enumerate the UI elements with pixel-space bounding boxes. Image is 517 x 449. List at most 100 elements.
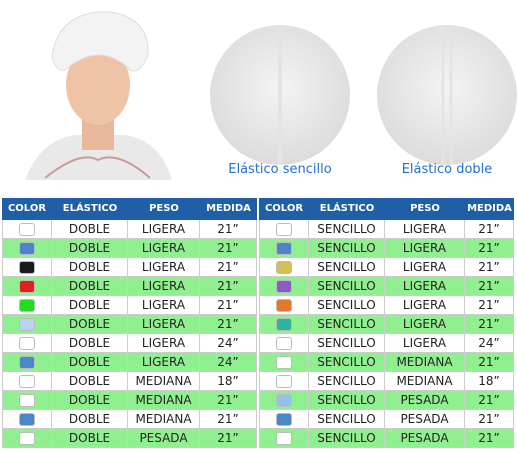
table-cell: LIGERA [385, 277, 465, 296]
table-cell: SENCILLO [309, 429, 385, 448]
table-cell: LIGERA [385, 296, 465, 315]
table-cell: 21” [200, 239, 257, 258]
table-cell: 24” [200, 353, 257, 372]
table-cell: DOBLE [52, 429, 128, 448]
table-cell: MEDIANA [385, 372, 465, 391]
table-cell: LIGERA [128, 334, 200, 353]
table-cell: 21” [465, 296, 514, 315]
table-cell: PESADA [128, 429, 200, 448]
table-cell: SENCILLO [309, 410, 385, 429]
header-cell: ELÁSTICO [309, 198, 385, 220]
header-cell: ELÁSTICO [52, 198, 128, 220]
table-cell: SENCILLO [309, 353, 385, 372]
table-cell: DOBLE [52, 315, 128, 334]
table-cell: LIGERA [128, 239, 200, 258]
table-cell: 21” [465, 220, 514, 239]
table-cell: LIGERA [385, 315, 465, 334]
header-cell: COLOR [259, 198, 309, 220]
color-swatch [19, 261, 35, 274]
table-cell: 21” [200, 410, 257, 429]
table-cell: PESADA [385, 410, 465, 429]
table-cell: 21” [465, 391, 514, 410]
fabric-double [377, 25, 517, 165]
color-swatch [276, 261, 292, 274]
table-cell: 21” [465, 239, 514, 258]
table-cell: LIGERA [385, 239, 465, 258]
table-cell: MEDIANA [128, 391, 200, 410]
model-photo [25, 11, 172, 180]
color-swatch [276, 318, 292, 331]
table-cell: DOBLE [52, 220, 128, 239]
table-cell: LIGERA [385, 258, 465, 277]
color-swatch [276, 242, 292, 255]
table-cell: DOBLE [52, 239, 128, 258]
table-cell: 21” [200, 220, 257, 239]
color-swatch [276, 394, 292, 407]
table-cell: 21” [465, 429, 514, 448]
header-cell: PESO [128, 198, 200, 220]
table-cell: SENCILLO [309, 277, 385, 296]
table-cell: DOBLE [52, 372, 128, 391]
table-cell: LIGERA [128, 296, 200, 315]
table-cell: SENCILLO [309, 334, 385, 353]
table-cell: 24” [200, 334, 257, 353]
table-cell: MEDIANA [128, 410, 200, 429]
table-cell: MEDIANA [385, 353, 465, 372]
color-swatch [19, 280, 35, 293]
table-cell: 21” [465, 353, 514, 372]
table-cell: DOBLE [52, 334, 128, 353]
table-cell: DOBLE [52, 277, 128, 296]
table-cell: PESADA [385, 391, 465, 410]
color-swatch [276, 223, 292, 236]
table-cell: SENCILLO [309, 391, 385, 410]
table-cell: LIGERA [385, 334, 465, 353]
header-cell: MEDIDA [200, 198, 257, 220]
color-swatch [276, 337, 292, 350]
table-cell: 21” [200, 296, 257, 315]
header-cell: PESO [385, 198, 465, 220]
table-cell: SENCILLO [309, 315, 385, 334]
table-cell: 18” [465, 372, 514, 391]
table-cell: 24” [465, 334, 514, 353]
table-cell: 18” [200, 372, 257, 391]
table-cell: LIGERA [128, 353, 200, 372]
table-cell: SENCILLO [309, 239, 385, 258]
table-cell: 21” [465, 277, 514, 296]
table-cell: LIGERA [385, 220, 465, 239]
table-cell: LIGERA [128, 220, 200, 239]
table-cell: DOBLE [52, 353, 128, 372]
table-cell: LIGERA [128, 315, 200, 334]
table-cell: DOBLE [52, 258, 128, 277]
table-cell: 21” [200, 277, 257, 296]
table-cell: 21” [465, 410, 514, 429]
color-swatch [19, 337, 35, 350]
color-swatch [276, 280, 292, 293]
table-cell: 21” [465, 315, 514, 334]
header-cell: COLOR [2, 198, 52, 220]
caption: Elástico sencillo [228, 162, 332, 177]
color-swatch [276, 375, 292, 388]
color-swatch [19, 432, 35, 445]
color-swatch [19, 413, 35, 426]
table-cell: LIGERA [128, 277, 200, 296]
table-cell: DOBLE [52, 391, 128, 410]
table-cell: DOBLE [52, 296, 128, 315]
table-cell: PESADA [385, 429, 465, 448]
product-images [25, 11, 517, 180]
color-swatch [276, 413, 292, 426]
table-cell: MEDIANA [128, 372, 200, 391]
table-cell: 21” [200, 391, 257, 410]
color-swatch [276, 299, 292, 312]
table-cell: LIGERA [128, 258, 200, 277]
table-cell: 21” [200, 315, 257, 334]
color-swatch [276, 432, 292, 445]
header-cell: MEDIDA [465, 198, 514, 220]
color-swatch [19, 299, 35, 312]
color-swatch [19, 318, 35, 331]
table-cell: SENCILLO [309, 220, 385, 239]
table-cell: DOBLE [52, 410, 128, 429]
color-swatch [19, 356, 35, 369]
color-swatch [19, 394, 35, 407]
color-swatch [19, 375, 35, 388]
